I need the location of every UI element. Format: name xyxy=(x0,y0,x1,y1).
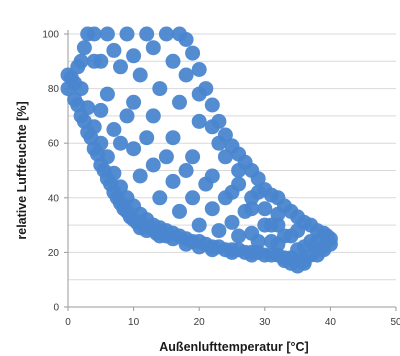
data-point-0-145 xyxy=(119,108,135,124)
data-point-0-151 xyxy=(237,203,253,219)
data-point-0-172 xyxy=(132,168,148,184)
data-point-0-119 xyxy=(152,81,168,97)
y-tick-label-4: 80 xyxy=(48,84,60,95)
data-point-0-164 xyxy=(231,176,247,192)
data-point-0-179 xyxy=(270,236,286,252)
data-point-0-115 xyxy=(70,59,86,75)
data-point-0-140 xyxy=(204,201,220,217)
data-point-0-129 xyxy=(165,130,181,146)
data-point-0-121 xyxy=(191,113,207,129)
data-point-0-173 xyxy=(152,190,168,206)
data-point-0-135 xyxy=(106,122,122,137)
data-point-0-113 xyxy=(76,40,92,56)
data-point-0-112 xyxy=(80,26,96,42)
data-point-0-98 xyxy=(224,138,240,154)
data-point-0-120 xyxy=(172,94,187,110)
data-point-0-123 xyxy=(231,163,247,178)
x-tick-label-0: 0 xyxy=(65,317,71,328)
data-point-0-181 xyxy=(309,234,325,249)
data-point-0-136 xyxy=(126,141,142,157)
data-point-0-168 xyxy=(283,228,299,244)
data-point-0-24 xyxy=(113,179,128,195)
y-tick-label-3: 60 xyxy=(48,139,60,150)
x-tick-label-4: 40 xyxy=(325,317,337,328)
data-point-0-125 xyxy=(270,206,286,222)
data-point-0-161 xyxy=(191,86,207,102)
data-point-0-139 xyxy=(185,190,201,206)
data-point-0-167 xyxy=(270,217,286,233)
y-tick-label-5: 100 xyxy=(42,30,59,41)
data-point-0-6 xyxy=(73,81,89,97)
data-point-0-158 xyxy=(145,40,161,56)
data-point-0-122 xyxy=(211,135,227,151)
data-points xyxy=(60,26,338,274)
data-point-0-177 xyxy=(231,228,247,244)
data-point-0-18 xyxy=(99,149,115,165)
data-point-0-152 xyxy=(257,217,273,233)
x-tick-label-5: 50 xyxy=(390,317,400,328)
y-tick-label-1: 20 xyxy=(48,248,60,259)
data-point-0-180 xyxy=(290,242,306,258)
data-point-0-127 xyxy=(126,94,142,110)
data-point-0-178 xyxy=(250,234,266,249)
x-tick-label-1: 10 xyxy=(128,317,140,328)
data-point-0-9 xyxy=(80,100,96,116)
data-point-0-170 xyxy=(93,102,109,118)
tick-labels: 0 20 40 60 80 100 0 10 20 30 40 50 xyxy=(42,30,400,329)
x-tick-label-2: 20 xyxy=(194,317,206,328)
data-point-0-118 xyxy=(132,67,148,83)
data-point-0-101 xyxy=(204,97,220,113)
data-point-0-175 xyxy=(191,217,207,233)
data-point-0-110 xyxy=(99,26,115,42)
data-point-0-159 xyxy=(165,53,181,69)
data-point-0-148 xyxy=(178,163,194,178)
data-point-0-141 xyxy=(224,214,240,230)
data-point-0-156 xyxy=(106,42,122,58)
data-point-0-146 xyxy=(139,130,155,146)
data-point-0-160 xyxy=(178,67,194,83)
data-point-0-128 xyxy=(145,108,161,124)
data-point-0-176 xyxy=(211,223,227,239)
data-point-0-107 xyxy=(158,26,174,42)
data-point-0-147 xyxy=(158,149,174,165)
data-point-0-15 xyxy=(93,135,109,151)
data-point-0-130 xyxy=(185,149,201,165)
data-point-0-103 xyxy=(191,62,207,77)
x-axis-title: Außenlufttemperatur [°C] xyxy=(159,340,308,354)
data-point-0-155 xyxy=(86,53,102,69)
data-point-0-150 xyxy=(217,190,233,206)
data-point-0-109 xyxy=(119,26,135,42)
data-point-0-12 xyxy=(86,119,102,135)
data-point-0-171 xyxy=(113,135,128,151)
y-tick-label-0: 0 xyxy=(53,303,59,314)
data-point-0-144 xyxy=(99,86,115,102)
x-tick-label-3: 30 xyxy=(259,317,271,328)
data-point-0-157 xyxy=(126,48,142,64)
data-point-0-104 xyxy=(185,45,201,61)
data-point-0-138 xyxy=(165,173,181,189)
data-point-0-21 xyxy=(106,165,122,181)
data-point-0-163 xyxy=(217,149,233,165)
data-point-0-166 xyxy=(257,201,273,217)
data-point-0-106 xyxy=(172,26,187,42)
data-point-0-162 xyxy=(204,119,220,135)
data-point-0-149 xyxy=(198,176,214,192)
data-point-0-117 xyxy=(113,59,128,75)
data-point-0-137 xyxy=(145,157,161,173)
data-point-0-108 xyxy=(139,26,155,42)
data-point-0-165 xyxy=(244,190,260,206)
y-tick-label-2: 40 xyxy=(48,193,60,204)
y-axis-title: relative Luftfeuchte [%] xyxy=(15,101,29,239)
data-point-0-174 xyxy=(172,203,187,219)
